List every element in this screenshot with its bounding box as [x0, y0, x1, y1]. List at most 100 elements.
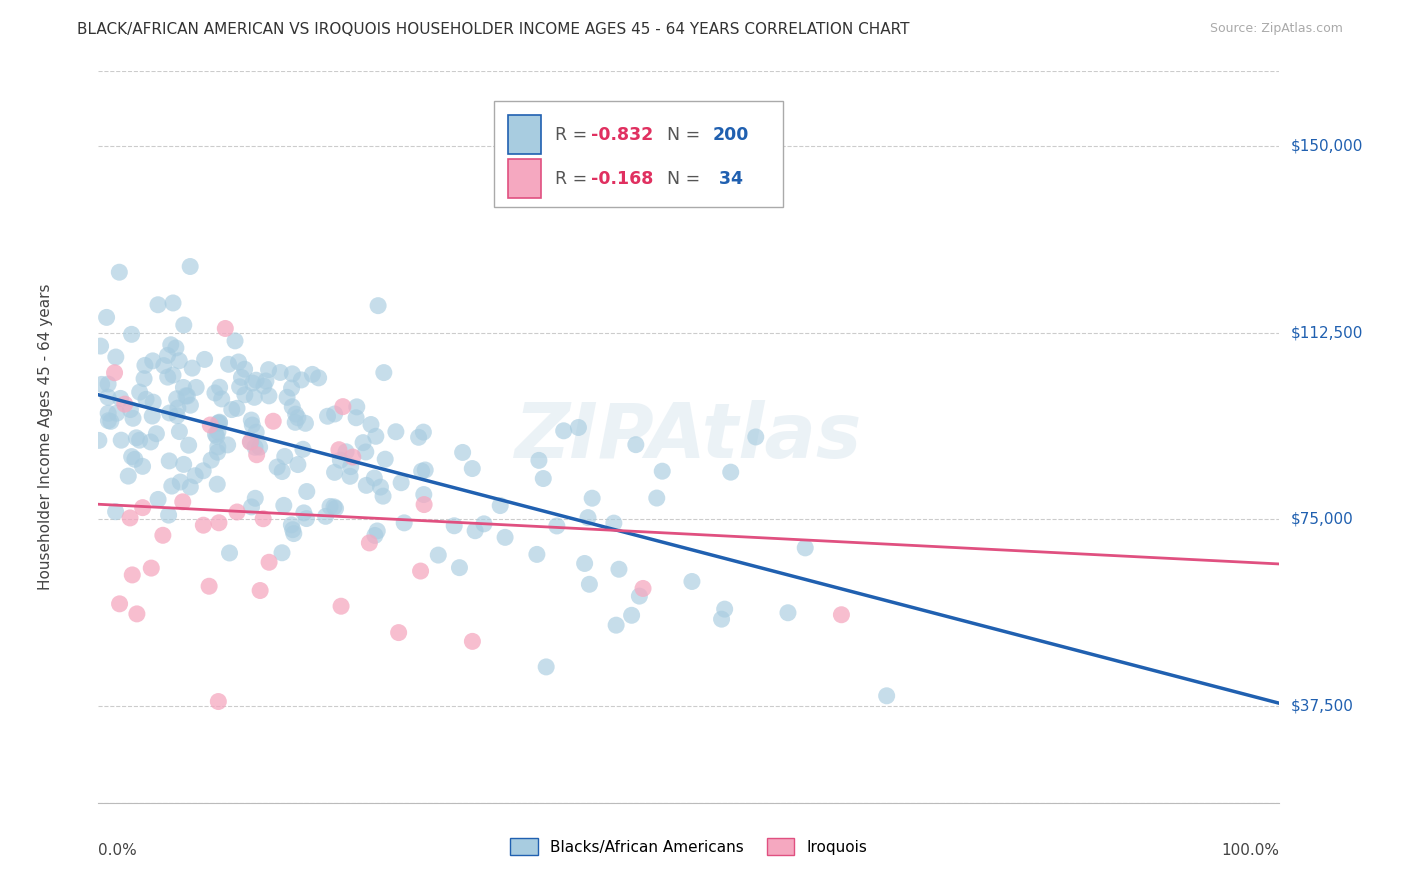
Point: [273, 499, 295, 513]
Point: [367, 299, 389, 313]
Point: [194, 352, 217, 367]
Point: [295, 484, 318, 499]
Point: [200, 417, 222, 432]
Point: [624, 438, 647, 452]
Point: [389, 475, 412, 490]
Point: [443, 518, 465, 533]
Text: BLACK/AFRICAN AMERICAN VS IROQUOIS HOUSEHOLDER INCOME AGES 45 - 64 YEARS CORRELA: BLACK/AFRICAN AMERICAN VS IROQUOIS HOUSE…: [77, 22, 910, 37]
Point: [710, 612, 733, 626]
Point: [283, 526, 305, 541]
Point: [172, 495, 194, 509]
Point: [412, 425, 434, 439]
Point: [134, 359, 156, 373]
Point: [266, 460, 288, 475]
Point: [218, 357, 240, 371]
Point: [245, 425, 267, 439]
Point: [291, 442, 314, 457]
Point: [181, 361, 204, 376]
Point: [110, 433, 132, 447]
Text: Source: ZipAtlas.com: Source: ZipAtlas.com: [1209, 22, 1343, 36]
Point: [385, 425, 408, 439]
Point: [323, 407, 346, 421]
Point: [162, 368, 184, 382]
Point: [645, 491, 668, 505]
Point: [325, 501, 347, 516]
Point: [239, 434, 262, 449]
Point: [205, 429, 228, 443]
Point: [254, 374, 277, 388]
Point: [174, 389, 197, 403]
Text: N =: N =: [655, 126, 706, 144]
Point: [207, 694, 229, 708]
Point: [141, 409, 163, 423]
Point: [226, 401, 249, 416]
Point: [574, 557, 596, 571]
Point: [243, 390, 266, 404]
Point: [531, 471, 554, 485]
Point: [108, 265, 131, 279]
Point: [218, 546, 240, 560]
Point: [620, 608, 643, 623]
Point: [356, 478, 378, 492]
Point: [371, 489, 394, 503]
Point: [204, 386, 226, 401]
Point: [427, 548, 450, 562]
Point: [121, 568, 143, 582]
Point: [135, 392, 157, 407]
Point: [412, 487, 434, 501]
Point: [332, 400, 354, 414]
Point: [794, 541, 817, 555]
Point: [221, 402, 243, 417]
Point: [354, 445, 377, 459]
Text: N =: N =: [655, 169, 706, 187]
Point: [152, 528, 174, 542]
Point: [131, 500, 153, 515]
Point: [876, 689, 898, 703]
Point: [464, 524, 486, 538]
Point: [269, 366, 291, 380]
Point: [240, 413, 263, 427]
Point: [578, 577, 600, 591]
Point: [179, 398, 201, 412]
Point: [87, 434, 110, 448]
Point: [651, 464, 673, 478]
Point: [173, 458, 195, 472]
Point: [553, 424, 575, 438]
Point: [681, 574, 703, 589]
Point: [240, 500, 263, 514]
Point: [97, 390, 120, 404]
Point: [207, 445, 229, 459]
Point: [90, 377, 112, 392]
Point: [208, 415, 231, 429]
Point: [233, 362, 256, 376]
Point: [159, 337, 181, 351]
Point: [142, 395, 165, 409]
Text: $150,000: $150,000: [1291, 138, 1362, 153]
Point: [120, 511, 142, 525]
Point: [605, 618, 627, 632]
Point: [122, 411, 145, 425]
Point: [316, 409, 339, 424]
Point: [208, 416, 231, 430]
Point: [287, 458, 309, 472]
FancyBboxPatch shape: [494, 101, 783, 207]
Point: [359, 536, 381, 550]
Point: [294, 417, 316, 431]
Point: [120, 402, 142, 417]
Point: [328, 442, 350, 457]
Point: [110, 392, 132, 406]
Point: [335, 445, 357, 459]
Point: [242, 376, 264, 390]
Point: [290, 373, 312, 387]
Point: [228, 355, 250, 369]
Text: 0.0%: 0.0%: [98, 843, 138, 858]
Point: [141, 561, 163, 575]
Point: [388, 625, 411, 640]
Point: [526, 548, 548, 562]
Point: [352, 435, 374, 450]
Point: [363, 471, 385, 485]
Point: [173, 318, 195, 332]
Point: [114, 397, 136, 411]
Point: [156, 348, 179, 362]
Point: [253, 379, 276, 393]
